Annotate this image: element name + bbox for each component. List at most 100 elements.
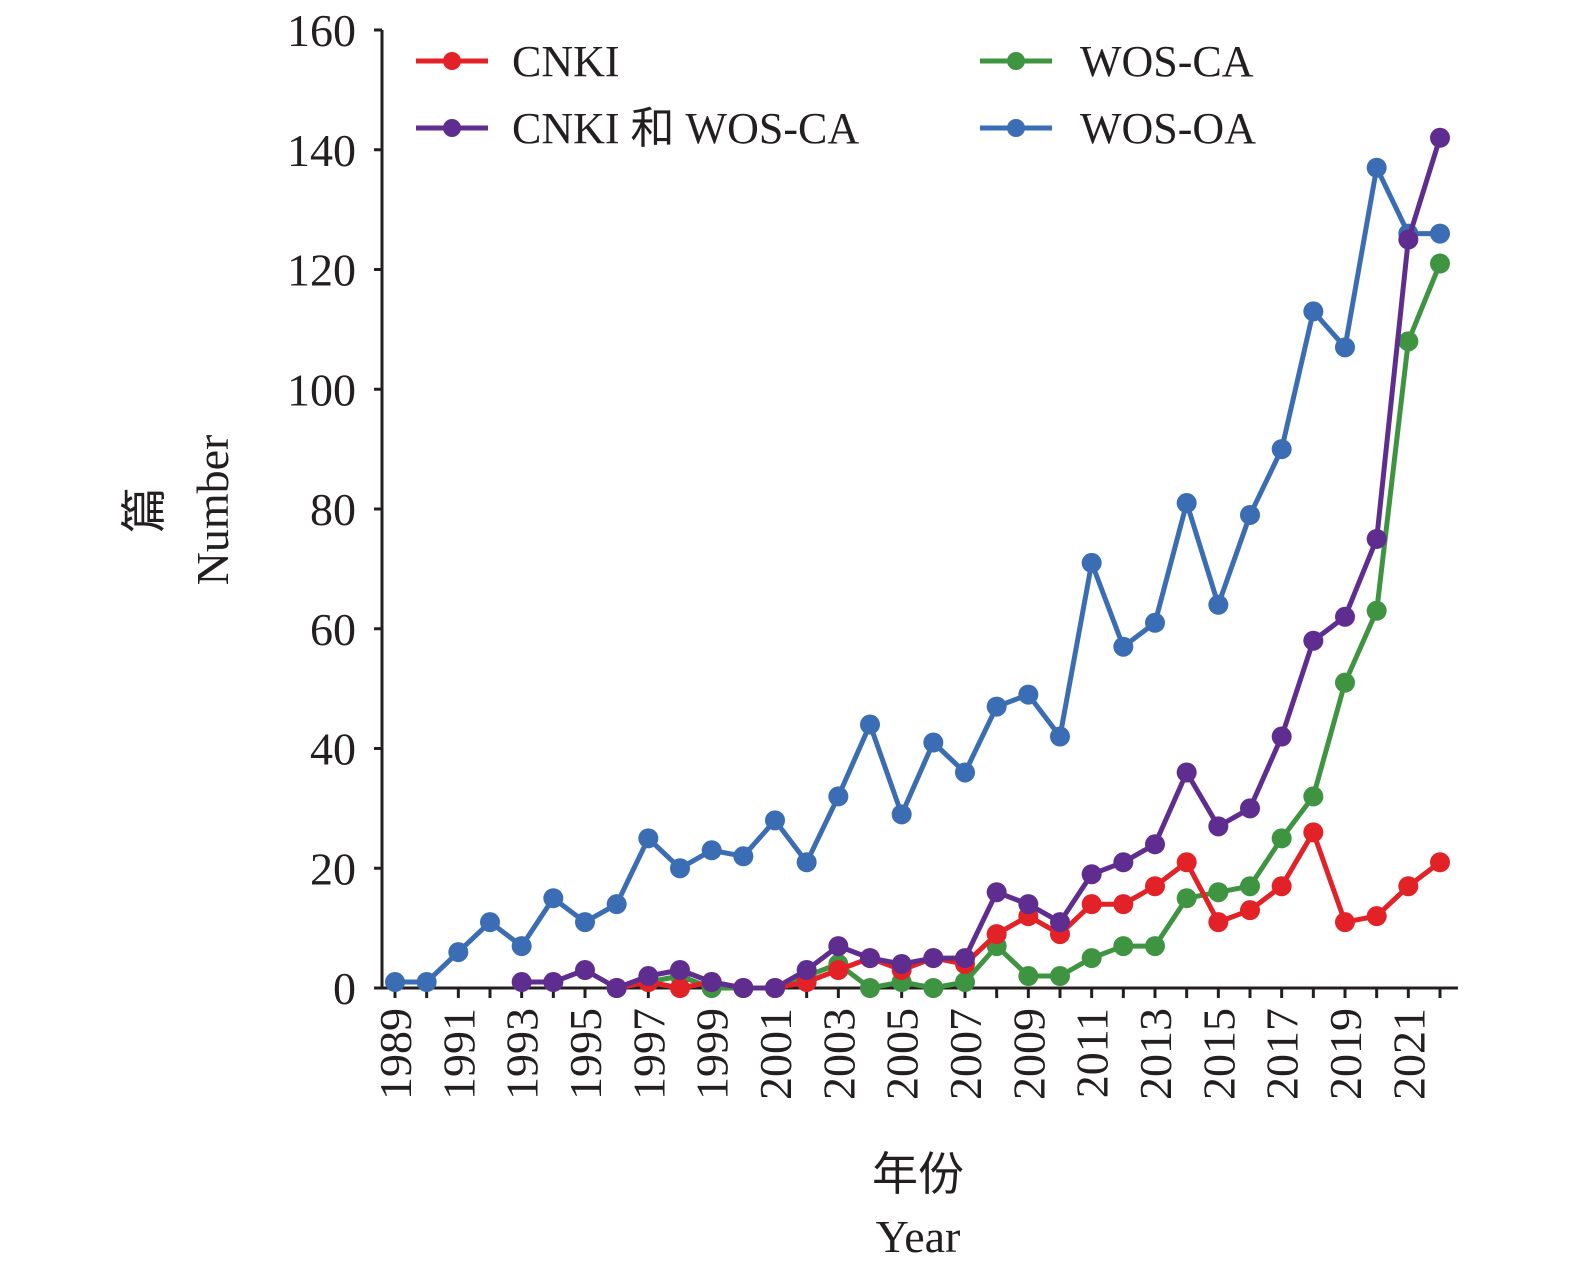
legend-label-cnki-and-wos-ca: CNKI 和 WOS-CA xyxy=(512,104,859,153)
data-point xyxy=(575,912,595,933)
data-point xyxy=(1303,301,1324,322)
y-ticks: 0 20 40 60 80 100 120 140 160 xyxy=(287,5,382,1014)
series-line xyxy=(395,165,1440,985)
data-point xyxy=(1176,852,1197,873)
data-point xyxy=(1208,594,1229,615)
data-point xyxy=(1303,822,1324,843)
data-point xyxy=(1208,816,1229,837)
data-point xyxy=(1145,936,1165,957)
data-point xyxy=(1430,127,1450,148)
data-point xyxy=(1398,229,1419,250)
data-point xyxy=(828,936,849,957)
data-point xyxy=(1018,894,1039,915)
x-axis-title-cn: 年份 xyxy=(872,1149,964,1200)
data-point xyxy=(638,828,659,849)
data-point xyxy=(1050,726,1070,747)
data-point xyxy=(1113,894,1134,915)
data-point xyxy=(701,840,722,861)
data-point xyxy=(765,810,785,831)
series-line xyxy=(616,262,1443,991)
data-point xyxy=(733,978,754,998)
data-point xyxy=(1113,636,1134,657)
legend-label-cnki: CNKI xyxy=(512,37,620,86)
data-point xyxy=(733,846,754,867)
y-tick-label: 40 xyxy=(310,724,356,775)
data-point xyxy=(1081,552,1102,573)
legend-label-wos-ca: WOS-CA xyxy=(1080,37,1254,86)
data-point xyxy=(1366,157,1387,178)
data-point xyxy=(480,912,500,933)
data-point xyxy=(986,696,1007,717)
data-point xyxy=(1240,876,1260,897)
series-wos-oa xyxy=(385,157,1450,993)
x-tick-label: 2013 xyxy=(1130,1008,1181,1100)
data-point xyxy=(1145,612,1165,633)
data-point xyxy=(1208,912,1229,933)
y-tick-label: 140 xyxy=(287,125,356,176)
data-point xyxy=(923,732,944,753)
data-point xyxy=(923,978,944,998)
data-point xyxy=(828,786,849,807)
data-point xyxy=(1081,864,1102,885)
series-line xyxy=(521,137,1443,991)
data-point xyxy=(1081,894,1102,915)
data-point xyxy=(701,972,722,993)
data-point xyxy=(1113,852,1134,873)
data-point xyxy=(543,888,564,909)
legend-marker-cnki xyxy=(443,52,461,70)
data-point xyxy=(1335,337,1355,358)
data-point xyxy=(1145,876,1165,897)
x-ticks: 1989 1991 1993 1995 1997 1999 2001 2003 2005 2007… xyxy=(370,988,1442,1100)
data-point xyxy=(416,972,437,993)
data-point xyxy=(1208,882,1229,903)
x-tick-label: 1999 xyxy=(687,1008,738,1100)
data-point xyxy=(955,972,975,993)
data-point xyxy=(891,954,912,975)
data-point xyxy=(1271,828,1292,849)
legend-marker-wos-ca xyxy=(1007,52,1025,70)
data-point xyxy=(1366,906,1387,927)
data-point xyxy=(860,948,880,969)
data-point xyxy=(1145,834,1165,855)
y-tick-label: 100 xyxy=(287,364,356,415)
y-tick-label: 20 xyxy=(310,843,356,894)
x-tick-label: 2017 xyxy=(1257,1008,1308,1100)
data-point xyxy=(606,978,627,998)
data-point xyxy=(1303,786,1324,807)
x-axis-title-en: Year xyxy=(876,1211,961,1262)
data-point xyxy=(1240,798,1260,819)
y-tick-label: 60 xyxy=(310,604,356,655)
data-point xyxy=(670,858,690,879)
x-tick-label: 2019 xyxy=(1320,1008,1371,1100)
legend-item-cnki: CNKI xyxy=(416,37,620,86)
legend-marker-wos-oa xyxy=(1007,119,1025,137)
data-point xyxy=(860,714,880,735)
y-tick-label: 120 xyxy=(287,245,356,296)
data-point xyxy=(1303,630,1324,651)
data-point xyxy=(1366,600,1387,621)
data-point xyxy=(765,978,785,998)
x-tick-label: 2021 xyxy=(1383,1008,1434,1100)
data-point xyxy=(1335,606,1355,627)
x-tick-label: 2005 xyxy=(877,1008,928,1100)
axes xyxy=(380,30,1458,990)
series-cnki-wos-ca xyxy=(511,127,1450,998)
legend-marker-cnki-and-wos-ca xyxy=(443,119,461,137)
x-tick-label: 2001 xyxy=(750,1008,801,1100)
y-tick-label: 160 xyxy=(287,5,356,56)
x-tick-label: 1991 xyxy=(433,1008,484,1100)
data-point xyxy=(1018,684,1039,705)
data-point xyxy=(1176,493,1197,514)
data-point xyxy=(1176,888,1197,909)
data-point xyxy=(986,882,1007,903)
y-axis-title-cn: 篇 xyxy=(119,487,170,533)
data-point xyxy=(670,960,690,981)
data-point xyxy=(1271,726,1292,747)
data-point xyxy=(828,960,849,981)
data-point xyxy=(511,972,532,993)
data-point xyxy=(1398,331,1419,352)
x-tick-label: 2015 xyxy=(1193,1008,1244,1100)
series-layer xyxy=(385,127,1450,998)
legend: CNKI WOS-CA CNKI 和 WOS-CA WOS-OA xyxy=(416,37,1256,153)
data-point xyxy=(1018,966,1039,987)
